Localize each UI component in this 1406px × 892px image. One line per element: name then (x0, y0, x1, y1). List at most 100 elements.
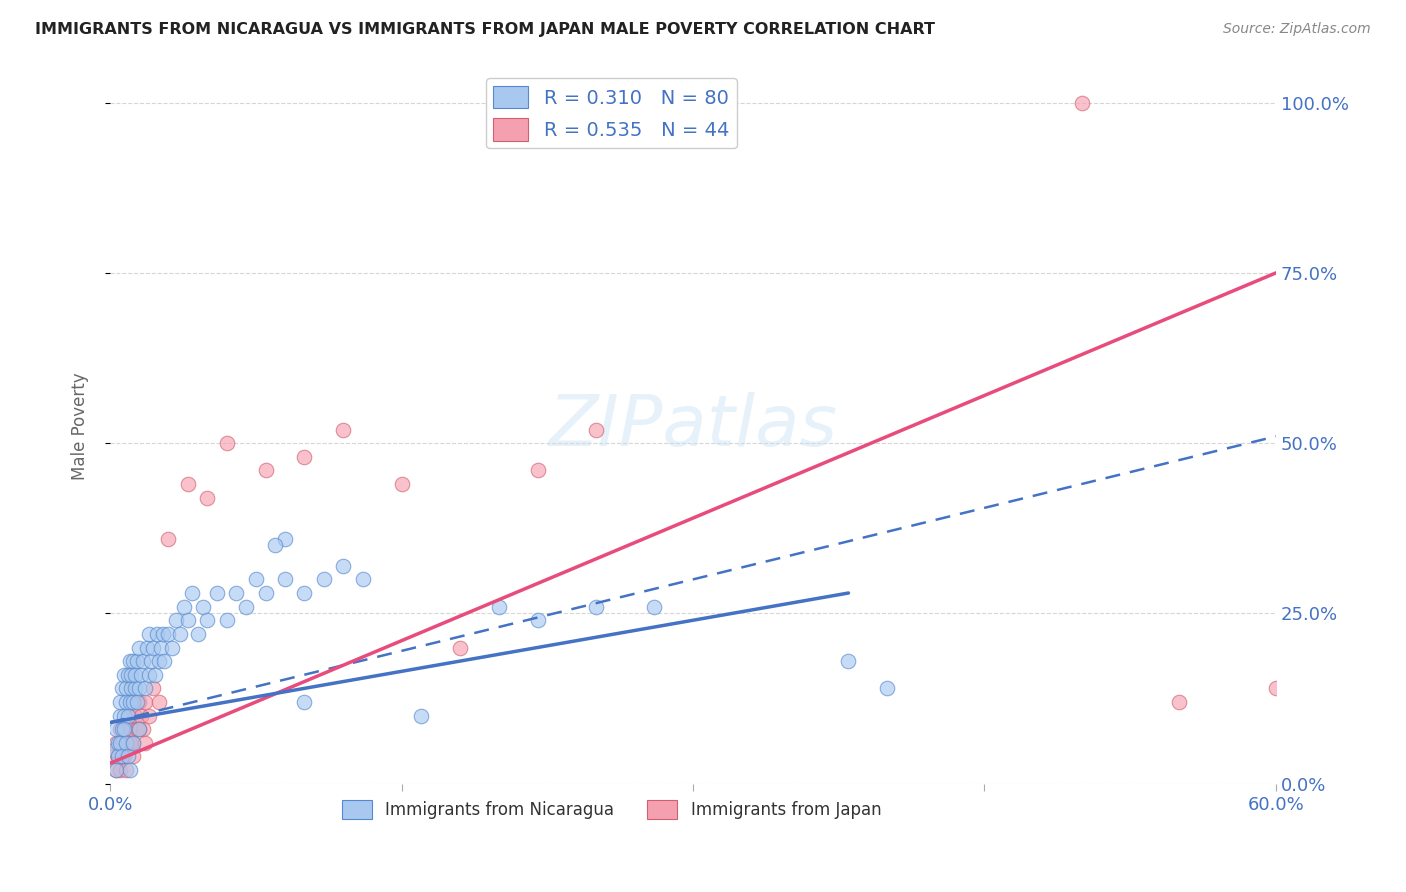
Point (409, 708, 432, 723)
Point (107, 749, 129, 764)
Point (108, 736, 131, 750)
Point (148, 695, 170, 709)
Point (585, 423, 607, 437)
Point (118, 695, 141, 709)
Point (142, 640, 165, 655)
Point (117, 749, 139, 764)
Point (132, 654, 155, 668)
Point (195, 491, 218, 505)
Point (127, 695, 149, 709)
Point (122, 654, 145, 668)
Point (292, 695, 315, 709)
Point (107, 749, 129, 764)
Point (122, 736, 145, 750)
Point (225, 586, 247, 600)
Point (114, 695, 136, 709)
Point (111, 681, 134, 696)
Point (120, 681, 142, 696)
Point (352, 573, 374, 587)
Point (117, 667, 139, 681)
Point (312, 573, 335, 587)
Text: ZIPatlas: ZIPatlas (548, 392, 838, 460)
Point (118, 654, 141, 668)
Point (254, 463, 277, 477)
Point (177, 477, 200, 491)
Point (114, 736, 136, 750)
Point (104, 763, 127, 777)
Point (107, 736, 129, 750)
Point (134, 681, 156, 696)
Point (332, 558, 354, 573)
Point (180, 586, 202, 600)
Point (195, 613, 218, 627)
Point (391, 477, 413, 491)
Point (124, 708, 146, 723)
Point (145, 627, 167, 641)
Point (124, 681, 146, 696)
Point (526, 613, 548, 627)
Point (117, 708, 139, 723)
Point (132, 723, 155, 737)
Text: IMMIGRANTS FROM NICARAGUA VS IMMIGRANTS FROM JAPAN MALE POVERTY CORRELATION CHAR: IMMIGRANTS FROM NICARAGUA VS IMMIGRANTS … (35, 22, 935, 37)
Point (526, 463, 548, 477)
Point (157, 627, 180, 641)
Point (128, 723, 150, 737)
Point (153, 654, 176, 668)
Point (264, 538, 287, 552)
Point (112, 749, 135, 764)
Point (120, 667, 142, 681)
Point (103, 749, 125, 764)
Point (173, 599, 195, 614)
Point (254, 586, 277, 600)
Point (215, 613, 238, 627)
Point (148, 654, 170, 668)
Point (292, 450, 315, 464)
Point (112, 723, 135, 737)
Point (111, 736, 134, 750)
Point (108, 723, 131, 737)
Point (139, 654, 162, 668)
Point (128, 695, 150, 709)
Point (332, 423, 354, 437)
Point (138, 627, 160, 641)
Point (111, 736, 134, 750)
Point (114, 723, 136, 737)
Point (876, 681, 898, 696)
Point (165, 613, 187, 627)
Point (136, 640, 159, 655)
Point (127, 723, 149, 737)
Point (162, 640, 184, 655)
Point (108, 708, 131, 723)
Point (104, 736, 127, 750)
Point (112, 708, 135, 723)
Point (837, 654, 859, 668)
Point (104, 763, 127, 777)
Point (186, 627, 208, 641)
Point (118, 763, 141, 777)
Point (114, 763, 136, 777)
Point (142, 681, 165, 696)
Point (1167, 695, 1189, 709)
Point (129, 667, 152, 681)
Point (138, 708, 160, 723)
Point (103, 742, 125, 756)
Point (111, 749, 134, 764)
Point (114, 681, 136, 696)
Point (104, 723, 127, 737)
Point (134, 695, 156, 709)
Point (112, 749, 135, 764)
Point (292, 586, 315, 600)
Point (122, 736, 145, 750)
Point (177, 613, 200, 627)
Point (274, 532, 297, 546)
Text: Source: ZipAtlas.com: Source: ZipAtlas.com (1223, 22, 1371, 37)
Point (118, 736, 141, 750)
Point (449, 640, 471, 655)
Point (111, 723, 134, 737)
Point (134, 736, 156, 750)
Point (585, 599, 607, 614)
Point (205, 586, 228, 600)
Point (112, 667, 135, 681)
Point (128, 723, 150, 737)
Point (108, 763, 131, 777)
